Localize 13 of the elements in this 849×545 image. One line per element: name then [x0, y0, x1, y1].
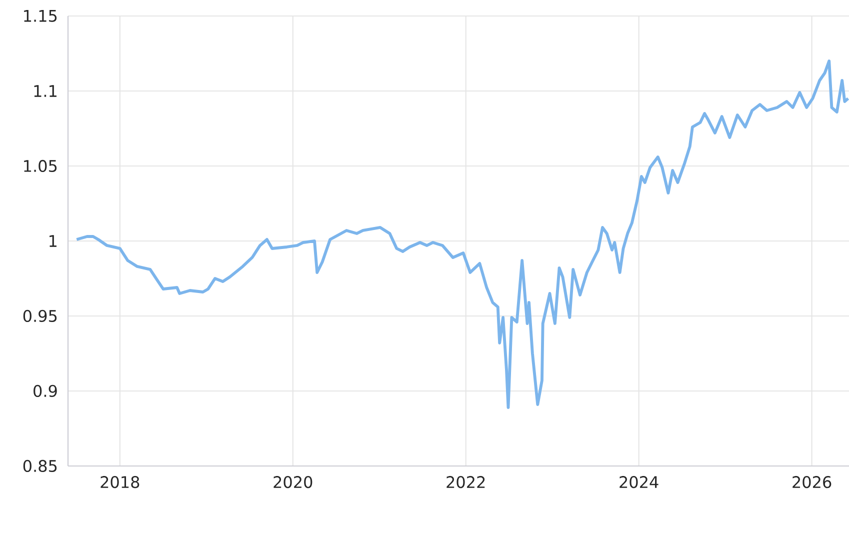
line-series — [75, 60, 849, 409]
x-tick-label: 2018 — [100, 476, 140, 488]
y-tick-label: 0.85 — [23, 460, 57, 472]
x-tick-label: 2024 — [620, 476, 658, 488]
y-tick-label: 0.95 — [23, 310, 57, 322]
x-tick-label: 2022 — [446, 476, 485, 488]
y-tick-label: 1.1 — [34, 85, 56, 97]
x-tick-label: 2020 — [274, 476, 312, 488]
y-tick-label: 0.9 — [34, 384, 57, 398]
x-tick-label: 2026 — [792, 476, 832, 488]
y-tick-label: 1.05 — [24, 160, 57, 172]
y-tick-label: 1 — [50, 235, 56, 247]
y-tick-label: 1.15 — [24, 10, 57, 22]
